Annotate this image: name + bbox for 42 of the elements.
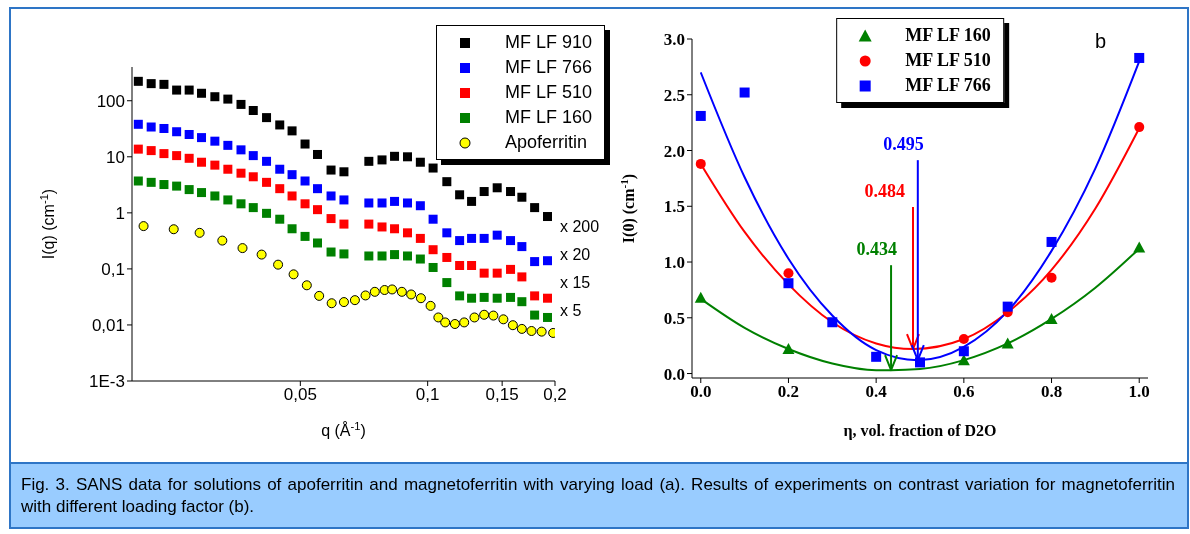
legend-label: MF LF 766 [504, 57, 592, 77]
x-tick-label: 0,05 [283, 385, 317, 405]
annotation: 0.434 [856, 239, 898, 260]
text: x 200 [560, 218, 600, 235]
x-axis-title: q (Å$^{-1}$) [321, 420, 366, 439]
y-tick-label: 0.5 [663, 308, 685, 328]
x-tick-label: 0,15 [485, 385, 519, 405]
legend-label: MF LF 910 [504, 32, 592, 52]
y-tick-label: 10 [106, 147, 125, 167]
y-tick-label: 1 [115, 203, 125, 223]
x-tick-label: 0.2 [777, 382, 800, 402]
text: x 5 [560, 302, 582, 319]
x-tick-label: 0.4 [865, 382, 888, 402]
annotation: b [1095, 30, 1107, 52]
legend-label: MF LF 510 [504, 82, 592, 102]
text: x 15 [560, 274, 591, 291]
y-tick-label: 1E-3 [89, 372, 125, 392]
x-tick-label: 0.0 [690, 382, 712, 402]
x-axis-title: η, vol. fraction of D2O [843, 422, 997, 440]
x-tick-label: 0.6 [953, 382, 975, 402]
legend-label: Apoferritin [504, 132, 588, 152]
x-tick-label: 0,2 [543, 385, 567, 405]
x-tick-label: 0.8 [1040, 382, 1063, 402]
x-tick-label: 1.0 [1128, 382, 1150, 402]
y-tick-label: 0,01 [91, 315, 125, 335]
y-tick-label: 3.0 [663, 30, 685, 50]
y-tick-label: 2.5 [663, 85, 685, 105]
legend-label: MF LF 766 [905, 75, 991, 95]
caption: Fig. 3. SANS data for solutions of apoferritin and magnetoferritin with varying load (a). Results of experiments on contrast variation for magnetoferritin with different loading factor (b). [21, 475, 1175, 516]
legend-label: MF LF 160 [905, 25, 991, 45]
annotation: 0.495 [883, 134, 924, 155]
y-tick-label: 0,1 [101, 259, 125, 279]
text: x 20 [560, 246, 591, 263]
annotation: 0.484 [864, 181, 905, 202]
y-tick-label: 100 [96, 91, 125, 111]
y-tick-label: 1.5 [663, 197, 685, 217]
x-tick-label: 0,1 [415, 385, 440, 405]
y-tick-label: 1.0 [663, 253, 685, 273]
legend-label: MF LF 510 [905, 50, 991, 70]
legend-label: MF LF 160 [504, 107, 592, 127]
y-tick-label: 2.0 [663, 141, 685, 161]
y-tick-label: 0.0 [663, 364, 685, 384]
